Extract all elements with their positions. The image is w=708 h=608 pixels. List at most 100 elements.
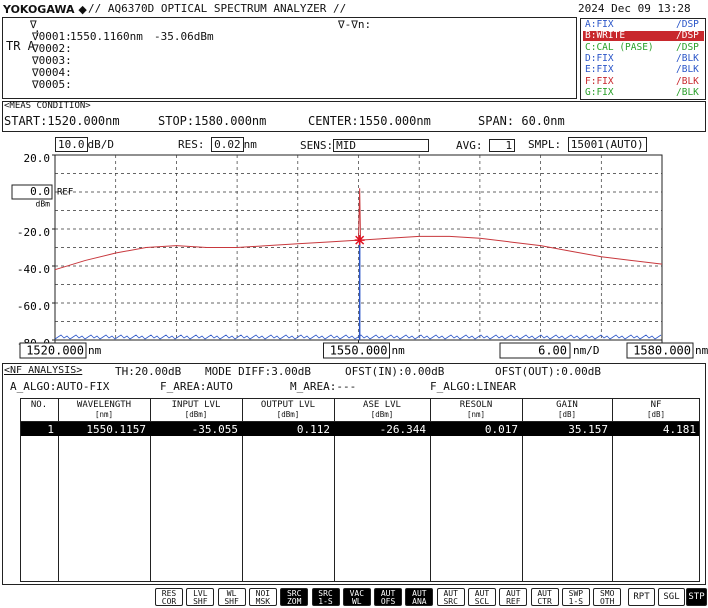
column-unit: [dB] bbox=[646, 410, 666, 419]
label: SENS: bbox=[300, 139, 334, 152]
trace-list bbox=[580, 18, 706, 100]
softkey-top: AUT bbox=[443, 589, 458, 598]
trace-name: D:FIX bbox=[585, 52, 614, 64]
y-tick-label: -20.0 bbox=[17, 226, 50, 239]
softkey[interactable]: SWP 1-S bbox=[561, 588, 590, 606]
ref-label: REF bbox=[57, 188, 73, 198]
column-line bbox=[242, 398, 243, 582]
value: 60.0nm bbox=[521, 114, 565, 128]
softkey-top: VAC bbox=[349, 589, 365, 598]
column-name: INPUT LVL bbox=[171, 400, 221, 410]
x-unit: nm bbox=[88, 344, 102, 357]
meas-start: START:1520.000nm bbox=[4, 115, 120, 127]
softkey[interactable]: NOI MSK bbox=[248, 588, 277, 606]
x-unit: nm bbox=[392, 344, 406, 357]
column-line bbox=[58, 398, 59, 582]
softkey[interactable]: LVL SHF bbox=[186, 588, 215, 606]
softkey[interactable]: SRC 1-S bbox=[311, 588, 340, 606]
ref-value: 0.0 bbox=[30, 185, 50, 198]
value: 1550.000nm bbox=[358, 114, 431, 128]
column-unit: [dBm] bbox=[370, 410, 394, 419]
softkey[interactable]: RPT bbox=[628, 588, 655, 606]
value: 15001(AUTO) bbox=[567, 137, 647, 152]
nf-param: OFST(OUT):0.00dB bbox=[495, 365, 601, 378]
value: MID bbox=[333, 139, 430, 152]
smpl: SMPL: 15001(AUTO) bbox=[528, 137, 647, 152]
softkey[interactable]: SGL bbox=[658, 588, 685, 606]
div-unit: nm/D bbox=[573, 344, 600, 357]
column-line bbox=[612, 398, 613, 582]
nf-table bbox=[20, 398, 700, 582]
nf-panel bbox=[2, 363, 706, 585]
softkey-top: AUT bbox=[380, 589, 396, 598]
column-line bbox=[150, 398, 151, 582]
softkey-top: SRC bbox=[286, 589, 302, 598]
softkey-bottom: 1-S bbox=[568, 597, 584, 606]
softkey[interactable]: WL SHF bbox=[217, 588, 246, 606]
meas-title: <MEAS CONDITION> bbox=[4, 101, 91, 111]
y-tick-label: -40.0 bbox=[17, 263, 50, 276]
delta-label: ∇-∇n: bbox=[338, 18, 372, 31]
cell: 0.017 bbox=[484, 423, 518, 436]
column-line bbox=[334, 398, 335, 582]
value: 0.02 bbox=[211, 137, 244, 152]
softkey[interactable]: AUT REF bbox=[499, 588, 528, 606]
x-tick-label: 1520.000 bbox=[26, 344, 84, 358]
trace-name: A:FIX bbox=[585, 19, 614, 30]
y-tick-label: -60.0 bbox=[17, 300, 50, 313]
softkey[interactable]: RES COR bbox=[155, 588, 183, 606]
nf-param: F_AREA:AUTO bbox=[160, 380, 233, 393]
softkey[interactable]: AUT CTR bbox=[530, 588, 559, 606]
marker-label: ∇0004: bbox=[32, 66, 72, 79]
trace-name: C:CAL (PASE) bbox=[585, 41, 654, 53]
x-tick-box bbox=[626, 342, 694, 359]
label: CENTER: bbox=[308, 114, 359, 128]
trace-mode: /BLK bbox=[676, 64, 699, 76]
nf-param: A_ALGO:AUTO-FIX bbox=[10, 380, 110, 393]
label: AVG: bbox=[456, 139, 483, 152]
label: START: bbox=[4, 114, 48, 128]
softkey[interactable]: SMO OTH bbox=[593, 588, 622, 606]
column-name: GAIN bbox=[556, 400, 578, 410]
softkey-top: AUT bbox=[537, 589, 552, 598]
softkey[interactable]: SRC ZOM bbox=[280, 588, 309, 606]
softkey-bottom: MSK bbox=[255, 597, 271, 606]
softkey-bottom: WL bbox=[351, 597, 362, 606]
x-unit: nm bbox=[695, 344, 708, 357]
softkey[interactable]: STP bbox=[686, 588, 707, 606]
softkey-top: RES bbox=[161, 589, 177, 598]
ref-unit: dBm bbox=[36, 200, 51, 209]
column-name: OUTPUT LVL bbox=[260, 400, 316, 410]
marker-label: ∇0002: bbox=[32, 42, 72, 55]
softkey-bottom: ZOM bbox=[286, 597, 302, 606]
nf-param: TH:20.00dB bbox=[115, 365, 182, 378]
softkey-bottom: SHF bbox=[224, 597, 239, 606]
softkey[interactable]: AUT SCL bbox=[468, 588, 496, 606]
nf-param: MODE DIFF:3.00dB bbox=[205, 365, 311, 378]
label: SPAN: bbox=[478, 114, 515, 128]
softkey-top: LVL bbox=[193, 589, 208, 598]
softkey[interactable]: AUT SRC bbox=[436, 588, 465, 606]
softkey-bottom: CTR bbox=[537, 597, 552, 606]
meas-stop: STOP:1580.000nm bbox=[158, 115, 266, 127]
meas-span: SPAN: 60.0nm bbox=[478, 115, 565, 127]
meas-panel bbox=[2, 101, 706, 132]
value: 1 bbox=[489, 139, 516, 152]
softkey[interactable]: AUT ANA bbox=[405, 588, 434, 606]
label: RES: bbox=[178, 138, 205, 151]
avg: AVG: 1 bbox=[456, 139, 516, 152]
column-line bbox=[522, 398, 523, 582]
softkey[interactable]: VAC WL bbox=[342, 588, 371, 606]
softkey-top: SRC bbox=[318, 589, 333, 598]
column-unit: [nm] bbox=[466, 410, 486, 419]
softkey[interactable]: AUT OFS bbox=[374, 588, 403, 606]
cell: -35.055 bbox=[191, 423, 238, 436]
softkey-bottom: OFS bbox=[380, 597, 396, 606]
softkey-top: AUT bbox=[474, 589, 490, 598]
softkey-label: SGL bbox=[663, 592, 680, 602]
marker-label: ∇0001: bbox=[32, 30, 72, 43]
unit: dB/D bbox=[87, 138, 115, 151]
nf-param: M_AREA:--- bbox=[290, 380, 357, 393]
trace-mode: /DSP bbox=[676, 41, 699, 53]
